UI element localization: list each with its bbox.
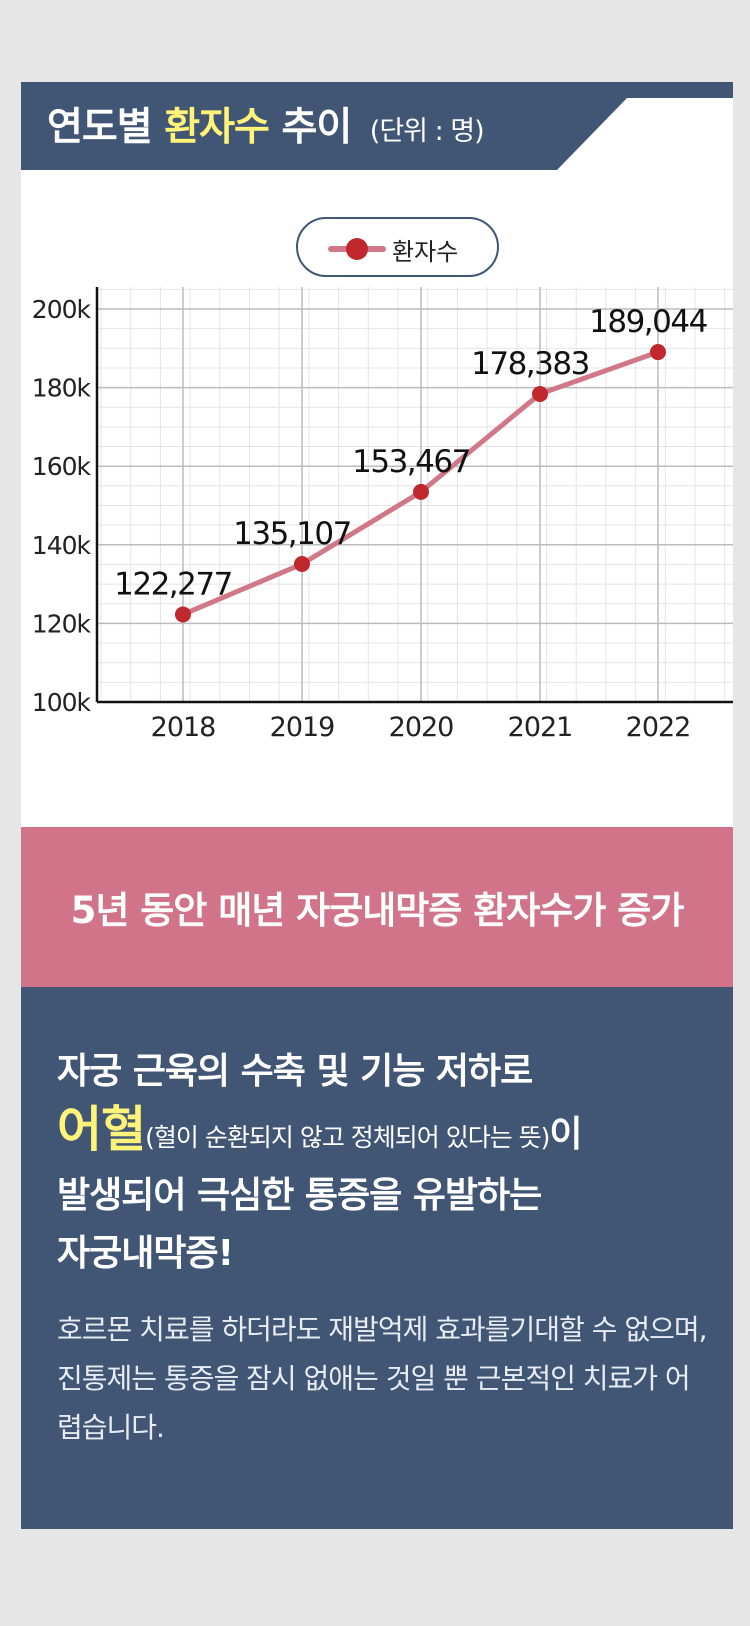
headline-line-3: 발생되어 극심한 통증을 유발하는 bbox=[57, 1175, 542, 1216]
y-tick-label: 140k bbox=[32, 531, 92, 560]
data-point bbox=[175, 606, 191, 623]
term-suffix: 이 bbox=[549, 1114, 582, 1155]
y-tick-label: 100k bbox=[32, 688, 92, 717]
data-label: 135,107 bbox=[233, 516, 351, 552]
title-unit: (단위 : 명) bbox=[369, 116, 485, 147]
data-point bbox=[650, 344, 666, 361]
chart-title: 연도별 환자수 추이 (단위 : 명) bbox=[47, 96, 485, 152]
chart-legend: 환자수 bbox=[296, 217, 499, 277]
data-label: 178,383 bbox=[471, 346, 589, 382]
data-label: 189,044 bbox=[589, 304, 707, 340]
headline-line-2: 어혈(혈이 순환되지 않고 정체되어 있다는 뜻)이 bbox=[57, 1101, 717, 1167]
line-chart: 100k 120k 140k 160k 180k 200k 2018 2019 2020 2021… bbox=[32, 287, 733, 743]
title-prefix: 연도별 bbox=[47, 105, 153, 150]
legend-label: 환자수 bbox=[392, 238, 459, 266]
title-bar: 연도별 환자수 추이 (단위 : 명) bbox=[21, 82, 733, 170]
y-tick-label: 180k bbox=[32, 374, 92, 403]
x-tick-label: 2021 bbox=[508, 712, 573, 743]
term-eohyeol: 어혈 bbox=[57, 1101, 146, 1158]
data-point bbox=[294, 556, 310, 573]
x-tick-label: 2022 bbox=[626, 712, 691, 743]
title-highlight: 환자수 bbox=[164, 105, 270, 150]
legend-point-swatch bbox=[346, 238, 368, 260]
term-note: (혈이 순환되지 않고 정체되어 있다는 뜻) bbox=[145, 1123, 550, 1152]
x-tick-label: 2018 bbox=[151, 712, 216, 743]
summary-banner: 5년 동안 매년 자궁내막증 환자수가 증가 bbox=[21, 827, 733, 987]
headline-line-1: 자궁 근육의 수축 및 기능 저하로 bbox=[57, 1051, 533, 1092]
y-tick-label: 120k bbox=[32, 609, 92, 638]
x-tick-label: 2020 bbox=[389, 712, 454, 743]
x-tick-label: 2019 bbox=[270, 712, 335, 743]
headline-line-4: 자궁내막증! bbox=[57, 1233, 234, 1274]
infographic-card: 연도별 환자수 추이 (단위 : 명) 환자수 100k 120k 140k 160k… bbox=[21, 82, 733, 1529]
info-box: 자궁 근육의 수축 및 기능 저하로 어혈(혈이 순환되지 않고 정체되어 있다… bbox=[21, 987, 733, 1529]
data-point bbox=[413, 483, 429, 500]
data-point bbox=[532, 385, 548, 402]
title-bar-shape bbox=[21, 82, 733, 170]
data-label: 122,277 bbox=[114, 566, 232, 602]
info-headline: 자궁 근육의 수축 및 기능 저하로 어혈(혈이 순환되지 않고 정체되어 있다… bbox=[57, 1043, 717, 1283]
y-tick-label: 200k bbox=[32, 295, 92, 324]
y-tick-label: 160k bbox=[32, 452, 92, 481]
info-body-text: 호르몬 치료를 하더라도 재발억제 효과를기대할 수 없으며, 진통제는 통증을… bbox=[57, 1313, 708, 1444]
summary-banner-text: 5년 동안 매년 자궁내막증 환자수가 증가 bbox=[70, 889, 685, 932]
title-suffix: 추이 bbox=[281, 105, 352, 150]
data-label: 153,467 bbox=[352, 444, 470, 480]
